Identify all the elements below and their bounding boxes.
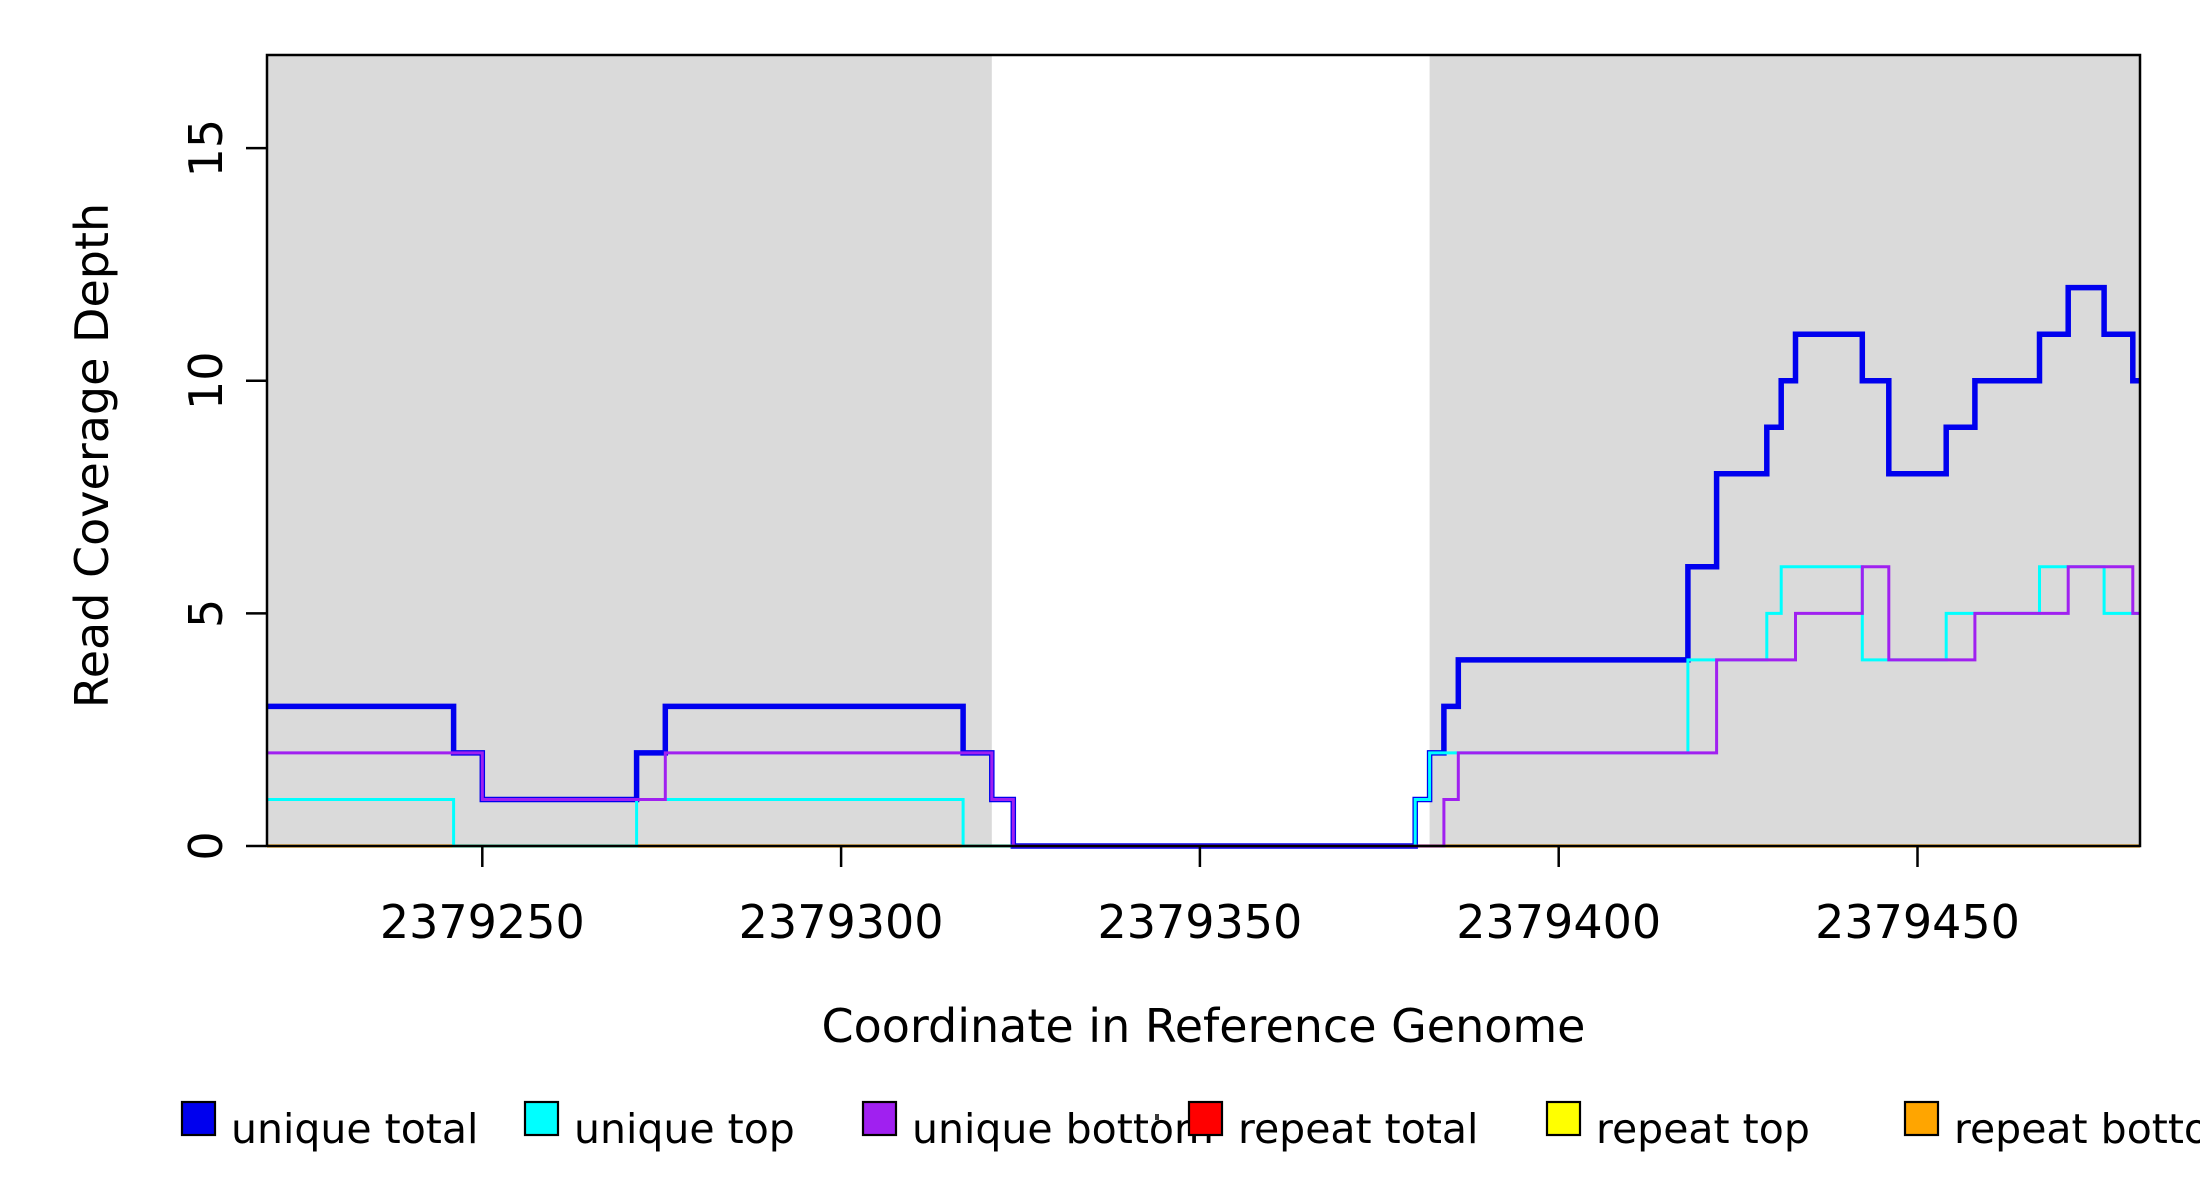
series-line-unique-total — [267, 284, 2140, 849]
legend-label: unique bottom — [912, 1105, 1214, 1153]
legend-label: repeat bottom — [1954, 1105, 2200, 1153]
x-axis-tick-label: 2379350 — [1097, 895, 1302, 949]
y-axis-tick-label: 10 — [179, 351, 233, 410]
series-line-unique-bottom — [267, 565, 2140, 848]
legend-label: unique total — [231, 1105, 478, 1153]
legend-swatch-repeat-bottom — [1903, 1100, 1940, 1137]
legend-label: unique top — [574, 1105, 795, 1153]
x-axis-tick-label: 2379300 — [739, 895, 944, 949]
x-axis-tick-label: 2379400 — [1456, 895, 1661, 949]
x-axis-tick-label: 2379250 — [380, 895, 585, 949]
legend-swatch-unique-top — [523, 1100, 560, 1137]
shaded-region-1 — [1429, 55, 2140, 846]
x-axis-title: Coordinate in Reference Genome — [822, 999, 1586, 1053]
legend-swatch-repeat-top — [1545, 1100, 1582, 1137]
legend-swatch-repeat-total — [1187, 1100, 1224, 1137]
legend-label: repeat top — [1596, 1105, 1810, 1153]
legend-swatch-unique-total — [180, 1100, 217, 1137]
x-axis-tick-label: 2379450 — [1815, 895, 2020, 949]
y-axis-tick-label: 5 — [179, 599, 233, 628]
plot-border — [265, 53, 2142, 848]
stray-mark — [1155, 1114, 1159, 1120]
legend-label: repeat total — [1238, 1105, 1478, 1153]
y-axis-tick-label: 15 — [179, 119, 233, 178]
legend-swatch-unique-bottom — [861, 1100, 898, 1137]
shaded-region-0 — [267, 55, 992, 846]
y-axis-title: Read Coverage Depth — [65, 203, 119, 708]
y-axis-tick-label: 0 — [179, 831, 233, 860]
